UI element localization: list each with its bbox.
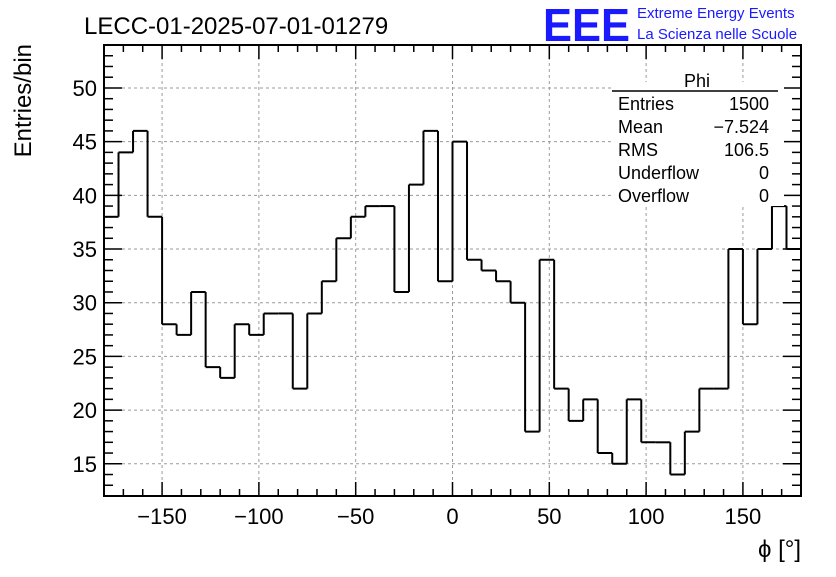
histogram-bin: [524, 302, 540, 433]
histogram-bin: [625, 398, 642, 464]
stats-box-title: Phi: [684, 71, 710, 91]
histogram-bin: [669, 442, 685, 476]
histogram-bin: [349, 215, 366, 239]
histogram-bin: [495, 270, 511, 283]
y-tick-label: 40: [73, 183, 97, 208]
histogram-bin: [756, 248, 772, 325]
histogram-bin: [204, 291, 221, 369]
histogram-layer: [104, 66, 802, 476]
histogram-bin: [451, 140, 468, 282]
stats-row-value: 106.5: [724, 140, 769, 160]
histogram-bin: [117, 151, 134, 217]
histogram-bin: [407, 183, 424, 292]
stats-row-value: 1500: [729, 94, 769, 114]
axis-layer: −150 −100 −50 0 50 100 150 15 20 25 30 35 40 45 50: [73, 44, 802, 529]
histogram-bin: [611, 453, 627, 465]
eee-logo-line1: Extreme Energy Events: [637, 5, 795, 22]
x-tick-label: 0: [446, 504, 458, 529]
histogram-bin: [683, 430, 700, 475]
x-tick-label: −50: [337, 504, 374, 529]
y-axis-label: Entries/bin: [10, 44, 37, 157]
y-tick-label: 35: [73, 237, 97, 262]
histogram-bin: [393, 206, 409, 293]
histogram-bin: [596, 399, 613, 455]
histogram-bin: [422, 129, 438, 185]
stats-row-label: Overflow: [618, 186, 690, 206]
stats-box: Phi Entries 1500 Mean −7.524 RMS 106.5 Underfl…: [612, 71, 784, 206]
x-tick-label: −100: [234, 504, 284, 529]
histogram-bin: [306, 312, 322, 389]
stats-row-label: Entries: [618, 94, 674, 114]
histogram-bin: [291, 313, 308, 390]
stats-row-value: −7.524: [713, 117, 769, 137]
histogram-bin: [741, 249, 758, 326]
eee-logo-line2: La Scienza nelle Scuole: [637, 26, 797, 43]
stats-row-value: 0: [759, 186, 769, 206]
y-tick-label: 45: [73, 130, 97, 155]
y-tick-label: 20: [73, 398, 97, 423]
histogram-bin: [320, 280, 337, 314]
stats-rows: Entries 1500 Mean −7.524 RMS 106.5 Underflow 0 O…: [618, 94, 769, 206]
stats-box-background: [612, 82, 784, 206]
histogram-bin: [553, 259, 569, 390]
stats-row-label: Underflow: [618, 163, 700, 183]
histogram-bin: [770, 205, 787, 250]
x-tick-label: 50: [537, 504, 561, 529]
histogram-bin: [262, 312, 279, 335]
histogram-bin: [248, 324, 264, 336]
histogram-bin: [567, 388, 584, 422]
histogram-bin: [466, 141, 482, 261]
histogram-bin: [335, 237, 351, 282]
y-tick-label: 50: [73, 76, 97, 101]
x-axis-label: ϕ [°]: [758, 536, 801, 563]
x-tick-label: 100: [628, 504, 665, 529]
run-title: LECC-01-2025-07-01-01279: [84, 13, 388, 40]
stats-row-value: 0: [759, 163, 769, 183]
histogram-bin: [161, 216, 177, 326]
stats-row-label: Mean: [618, 117, 663, 137]
histogram-bin: [480, 259, 497, 272]
histogram-bin: [640, 399, 656, 444]
eee-logo-text: EEE: [543, 0, 630, 51]
histogram-bin: [146, 130, 163, 218]
histogram-bin: [509, 281, 526, 304]
histogram-bin: [190, 290, 206, 335]
histogram-bin: [698, 387, 714, 432]
histogram-bin: [233, 323, 250, 378]
histogram-bin: [436, 130, 453, 283]
histogram-bin: [132, 129, 148, 153]
histogram-bin: [582, 398, 598, 421]
x-tick-label: 150: [725, 504, 762, 529]
y-tick-label: 30: [73, 291, 97, 316]
histogram-bin: [219, 367, 235, 379]
histogram-bin: [364, 205, 380, 217]
histogram-bin: [538, 258, 555, 432]
histogram-bin: [727, 248, 743, 389]
y-tick-label: 15: [73, 452, 97, 477]
stats-row-label: RMS: [618, 140, 658, 160]
x-tick-label: −150: [137, 504, 187, 529]
histogram-bin: [175, 324, 192, 336]
y-tick-label: 25: [73, 344, 97, 369]
